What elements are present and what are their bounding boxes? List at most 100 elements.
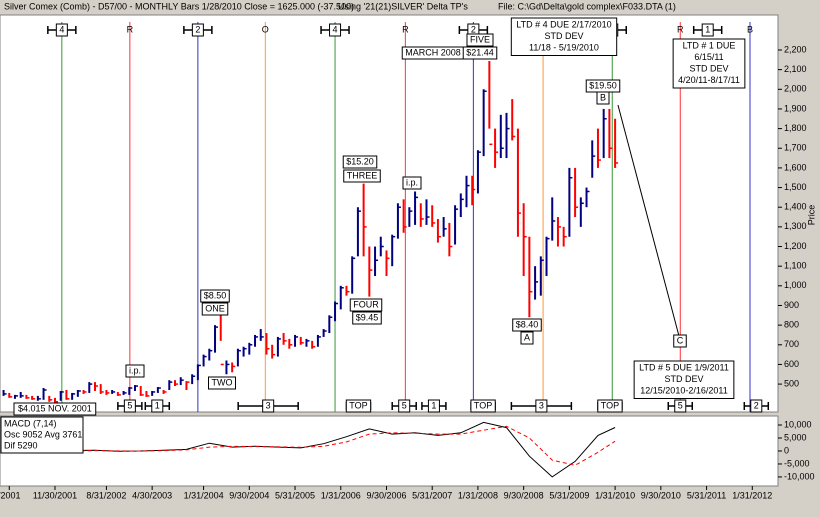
cycle-label: B: [747, 24, 753, 34]
bottom-marker-label-box: [398, 399, 411, 413]
y-tick-label: 1,000: [784, 280, 807, 290]
cycle-label: O: [262, 24, 269, 34]
annotation-box: [673, 334, 687, 348]
y-tick-label: 1,700: [784, 143, 807, 153]
bottom-marker-label-box: [597, 399, 623, 413]
bottom-marker-label-box: [151, 399, 164, 413]
annotation: $15.20: [346, 156, 374, 166]
bottom-marker-label: 5: [678, 400, 683, 410]
x-tick-label: /2001: [0, 490, 21, 500]
macd-legend-box: [0, 416, 84, 454]
annotation-box: [352, 311, 382, 325]
header-left: Silver Comex (Comb) - D57/00 - MONTHLY B…: [4, 1, 354, 11]
y-tick-label: 800: [784, 320, 799, 330]
x-tick-label: 5/31/2007: [412, 490, 452, 500]
ltd-text: STD DEV: [664, 374, 703, 384]
bottom-marker-label: TOP: [474, 400, 492, 410]
cycle-label: R: [677, 24, 684, 34]
annotation: TWO: [212, 377, 233, 387]
x-tick-label: 1/31/2004: [184, 490, 224, 500]
header-mid: Using '21(21)SILVER' Delta TP's: [338, 1, 468, 11]
x-tick-label: 5/31/2009: [549, 490, 589, 500]
x-tick-label: 5/31/2005: [275, 490, 315, 500]
y-tick-label: 1,500: [784, 182, 807, 192]
x-tick-label: 1/31/2006: [321, 490, 361, 500]
cycle-label: 4: [333, 24, 338, 34]
bottom-marker-label: 5: [127, 400, 132, 410]
cycle-label-box: [329, 23, 342, 37]
y-tick-label: 1,900: [784, 103, 807, 113]
cycle-label-box: [55, 23, 68, 37]
bottom-marker-label: 5: [402, 400, 407, 410]
annotation: THREE: [347, 170, 378, 180]
ltd-text: 4/20/11-8/17/11: [678, 75, 740, 85]
bottom-marker-label-box: [535, 399, 548, 413]
annotation: FOUR: [353, 299, 379, 309]
annotation: $9.45: [356, 312, 379, 322]
x-tick-label: 9/30/2008: [504, 490, 544, 500]
bottom-marker-label: TOP: [601, 400, 619, 410]
bottom-marker-label-box: [470, 399, 496, 413]
y-tick-label: 2,100: [784, 64, 807, 74]
annotation: $21.44: [466, 47, 494, 57]
ltd-text: LTD # 4 DUE 2/17/2010: [516, 19, 611, 29]
x-tick-label: 9/30/2006: [366, 490, 406, 500]
annotation-box: [201, 302, 229, 316]
ltd-text: LTD # 5 DUE 1/9/2011: [639, 362, 729, 372]
annotation: FIVE: [470, 34, 490, 44]
ltd-text: STD DEV: [689, 63, 728, 73]
annotation: A: [524, 332, 530, 342]
x-tick-label: 11/30/2001: [33, 490, 77, 500]
annotation-box: [512, 318, 542, 332]
annotation-box: [125, 364, 145, 378]
annotation: ONE: [205, 303, 225, 313]
y-tick-label: 900: [784, 300, 799, 310]
projection-line: [617, 104, 681, 341]
y-tick-label: 1,300: [784, 221, 807, 231]
ltd-text: STD DEV: [544, 31, 583, 41]
x-tick-label: 8/31/2002: [86, 490, 126, 500]
x-tick-label: 1/31/2008: [458, 490, 498, 500]
bottom-marker-label-box: [427, 399, 440, 413]
cycle-label: 4: [59, 24, 64, 34]
cycle-label: 2: [195, 24, 200, 34]
top-marker-label: 1: [705, 24, 710, 34]
ltd-text: 6/15/11: [694, 52, 723, 62]
ltd-text: LTD # 1 DUE: [683, 40, 736, 50]
annotation-box: [200, 289, 230, 303]
bottom-marker-label: TOP: [349, 400, 367, 410]
annotation: MARCH 2008: [405, 47, 461, 57]
annotation-box: [466, 33, 494, 47]
y-tick-label: 600: [784, 359, 799, 369]
annotation-box: [13, 402, 97, 416]
bottom-marker-label: 1: [155, 400, 160, 410]
bottom-marker-label: 1: [431, 400, 436, 410]
x-tick-label: 1/31/2010: [595, 490, 635, 500]
x-tick-label: 5/31/2011: [687, 490, 726, 500]
macd-legend: Dif 5290: [4, 440, 38, 450]
bottom-marker-label: 3: [266, 400, 271, 410]
x-tick-label: 9/30/2004: [229, 490, 269, 500]
macd-y-tick-label: -5,000: [784, 458, 810, 468]
bottom-marker-label-box: [345, 399, 372, 413]
annotation-box: [342, 155, 378, 169]
macd-y-tick-label: 10,000: [784, 419, 812, 429]
bottom-marker-label-box: [750, 399, 763, 413]
annotation: B: [600, 92, 606, 102]
annotation: $19.50: [589, 80, 617, 90]
y-tick-label: 1,600: [784, 162, 807, 172]
macd-y-tick-label: -10,000: [784, 471, 815, 481]
ltd-box: [672, 38, 746, 89]
y-tick-label: 1,100: [784, 261, 807, 271]
price-panel: [0, 14, 779, 413]
annotation: $8.40: [516, 319, 539, 329]
y-tick-label: 2,200: [784, 44, 807, 54]
ltd-box: [633, 360, 735, 399]
cycle-label: R: [127, 24, 134, 34]
ltd-text: 11/18 - 5/19/2010: [529, 42, 599, 52]
annotation: C: [677, 335, 684, 345]
ltd-box: [510, 17, 618, 56]
cycle-label: R: [402, 24, 409, 34]
y-tick-label: 500: [784, 378, 799, 388]
